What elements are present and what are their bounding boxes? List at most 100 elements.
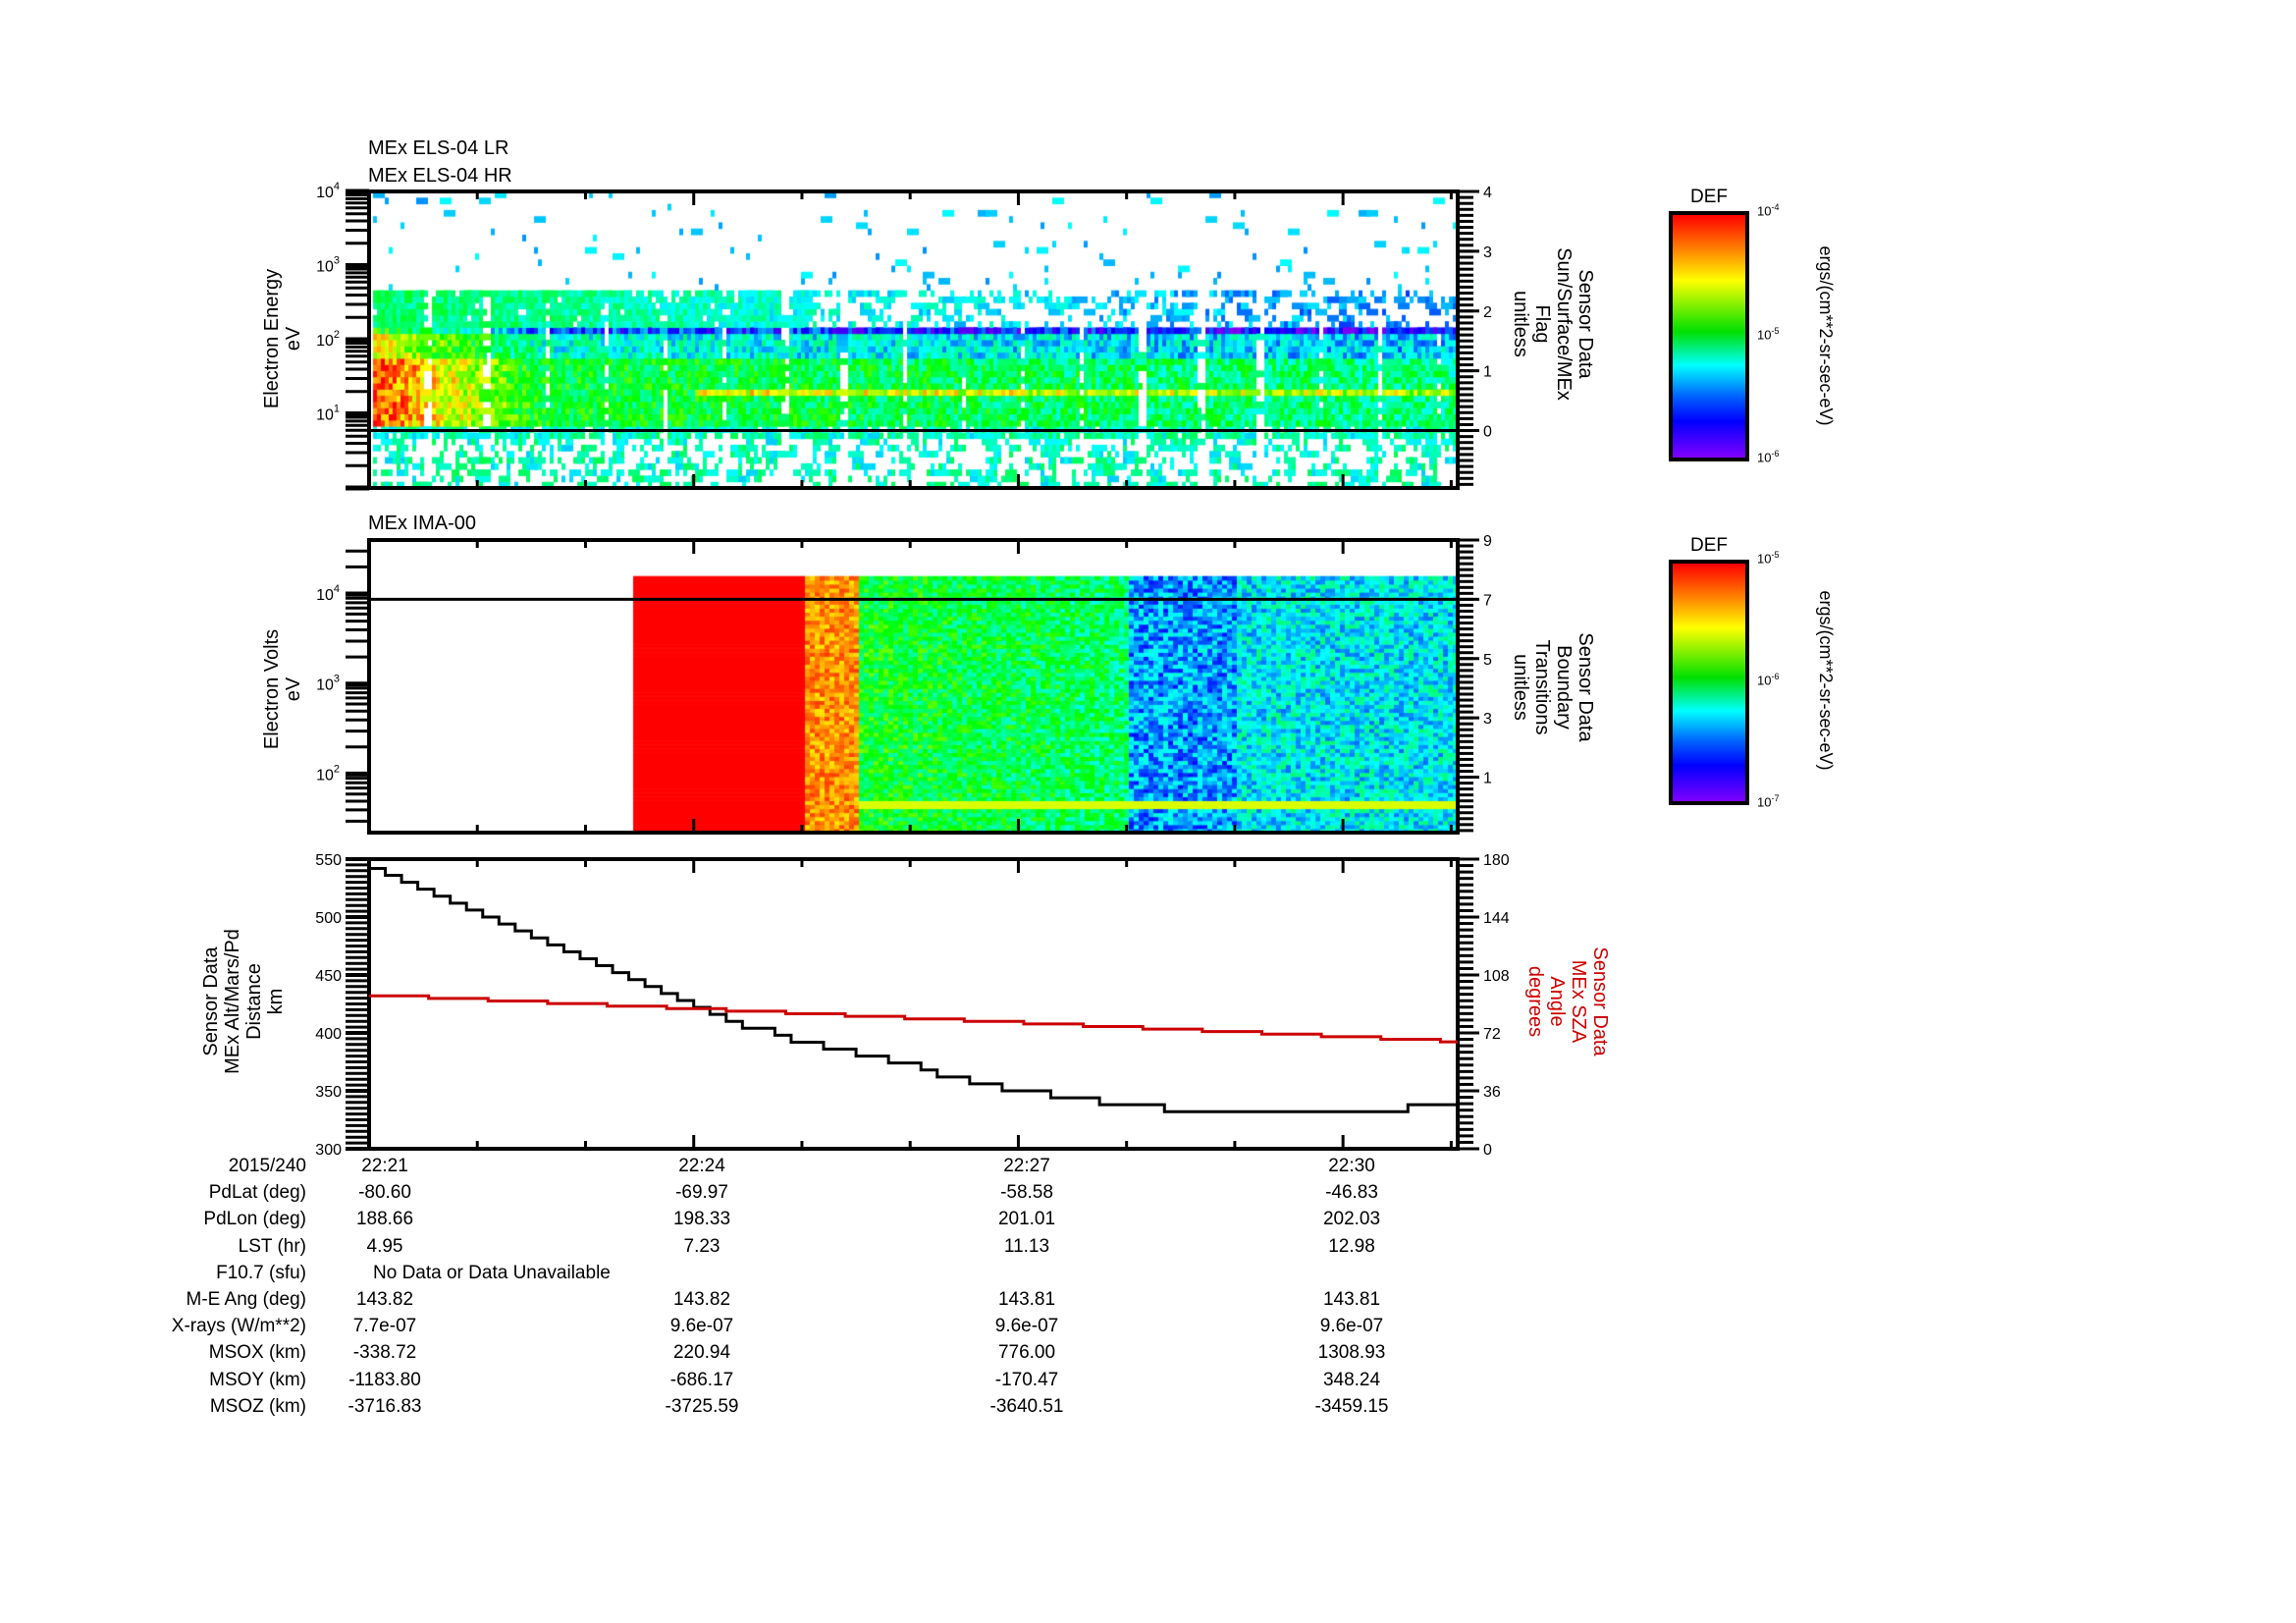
y2-tick-label: 72 [1483,1026,1501,1043]
ephemeris-value: 198.33 [672,1209,731,1230]
ephemeris-value: 201.01 [997,1209,1056,1230]
ima-ylabel-unit: eV [283,676,304,702]
els-spectrogram [369,191,1458,488]
ephemeris-value: 143.82 [672,1289,731,1310]
altitude-ylabel-line: MEx Alt/Mars/Pd [222,929,243,1074]
axes-group: 102 103 104 1 3 5 7 9 [316,533,1492,835]
ephemeris-value: 7.23 [683,1235,721,1257]
altitude-ylabel-line: Distance [243,963,265,1040]
altitude-ylabel-line: km [265,988,287,1015]
ephemeris-row-label: MSOY (km) [209,1369,306,1390]
ephemeris-value: 4.95 [366,1235,403,1257]
y-tick-label: 101 [316,404,340,424]
els-y2label-line: Sensor Data [1575,269,1596,379]
plot-frame [367,538,1460,835]
ephemeris-value: -686.17 [669,1369,734,1390]
ephemeris-value: -46.83 [1325,1182,1378,1204]
ima-colorbar-tick: 10-5 [1757,550,1780,567]
y-tick-label: 550 [315,852,342,869]
ephemeris-value: 143.81 [997,1289,1056,1310]
els-ylabel-line: Electron Energy [261,268,283,409]
y2-tick-label: 144 [1483,910,1510,927]
plot-frame [367,189,1460,490]
els-colorbar-tick: 10-4 [1757,202,1780,219]
ephemeris-value: 188.66 [355,1209,414,1230]
y-tick-label: 102 [316,763,340,784]
ephemeris-value: 1308.93 [1317,1342,1386,1364]
y2-tick-label: 0 [1483,424,1492,441]
ephemeris-value: -338.72 [352,1342,417,1364]
y2-tick-label: 180 [1483,852,1510,869]
els-axes: 101 102 103 104 0 1 2 3 4 [316,181,1492,491]
ima-y2label: Sensor Data Boundary Transitions unitles… [1510,632,1596,741]
els-y2label-line: unitless [1510,291,1531,357]
els-colorbar-tick: 10-6 [1757,449,1780,465]
sza-y2label-line: Angle [1546,976,1568,1027]
ima-axes: 102 103 104 1 3 5 7 9 [316,533,1492,835]
y2-tick-label: 0 [1483,1142,1492,1159]
ephemeris-value: 348.24 [1322,1369,1381,1390]
ephemeris-value: -58.58 [1000,1182,1053,1204]
ima-colorbar-tick: 10-6 [1757,672,1780,688]
y2-tick-label: 1 [1483,771,1492,787]
y-tick-label: 103 [316,255,340,276]
ima-y2label-line: Sensor Data [1575,632,1596,742]
y2-tick-label: 7 [1483,592,1492,609]
ima-colorbar-title: DEF [1690,535,1728,556]
ima-colorbar-units: ergs/(cm**2-sr-sec-eV) [1816,590,1836,771]
ima-ylabel-line: Electron Volts [261,628,283,750]
ima-ylabel: Electron Volts eV [261,629,304,749]
y-tick-label: 500 [315,910,342,927]
els-colorbar [1669,211,1749,461]
els-colorbar-title: DEF [1690,187,1728,207]
ephemeris-value: -170.47 [994,1369,1059,1390]
y2-tick-label: 5 [1483,652,1492,669]
time-tick-label: 22:30 [1328,1156,1375,1176]
altitude-line [369,866,1458,1113]
ephemeris-value: -1183.80 [348,1369,421,1390]
els-y2label-line: Sun/Surface/MEx [1553,247,1575,401]
ephemeris-value: -3725.59 [665,1395,739,1417]
altitude-sza-panel: 300 350 400 450 500 550 0 36 72 108 144 180 [315,852,1510,1159]
ephemeris-row-label: X-rays (W/m**2) [171,1316,306,1337]
sza-y2label-line: Sensor Data [1589,947,1611,1056]
plot-frame [367,857,1460,1151]
ima-spectrogram-panel: 102 103 104 1 3 5 7 9 [316,533,1492,835]
y2-tick-label: 4 [1483,185,1492,201]
date-label: 2015/240 [228,1156,306,1176]
ima-title: MEx IMA-00 [368,513,477,534]
ephemeris-value: 202.03 [1322,1209,1381,1230]
y-tick-label: 103 [316,674,340,694]
sza-y2label: Sensor Data MEx SZA Angle degrees [1524,947,1611,1055]
els-colorbar-units: ergs/(cm**2-sr-sec-eV) [1816,245,1836,426]
y-tick-label: 400 [315,1026,342,1043]
ephemeris-value: 143.82 [355,1289,414,1310]
ephemeris-value: 9.6e-07 [1319,1316,1384,1337]
sza-line [369,994,1458,1044]
y2-tick-label: 2 [1483,304,1492,321]
ephemeris-value: 143.81 [1322,1289,1381,1310]
ephemeris-row-label: M-E Ang (deg) [186,1289,307,1310]
els-y2label-line: Flag [1531,304,1553,344]
ima-y2label-line: unitless [1510,654,1531,721]
ephemeris-value: 776.00 [997,1342,1056,1364]
y2-tick-label: 108 [1483,968,1510,985]
ima-y2label-line: Boundary [1553,645,1575,730]
y-tick-label: 104 [316,583,340,604]
els-spectrogram-panel: 101 102 103 104 0 1 2 3 4 [316,181,1492,491]
ephemeris-value: -80.60 [358,1182,411,1204]
axes-group: 300 350 400 450 500 550 0 36 72 108 144 180 [315,852,1510,1159]
altitude-sza-plot: 300 350 400 450 500 550 0 36 72 108 144 180 [315,852,1510,1159]
time-tick-label: 22:24 [678,1156,725,1176]
ima-y2label-line: Transitions [1531,639,1553,735]
y2-tick-label: 9 [1483,533,1492,550]
time-tick-label: 22:27 [1003,1156,1050,1176]
altitude-ylabel-line: Sensor Data [200,947,222,1056]
y-tick-label: 350 [315,1084,342,1101]
els-ylabel: Electron Energy eV [261,269,304,408]
els-lr-title: MEx ELS-04 LR [368,137,509,159]
ephemeris-value: -3640.51 [989,1395,1064,1417]
els-ylabel-unit: eV [283,326,304,352]
ephemeris-row-label: PdLat (deg) [208,1182,306,1204]
axes-group: 101 102 103 104 0 1 2 3 4 [316,181,1492,491]
